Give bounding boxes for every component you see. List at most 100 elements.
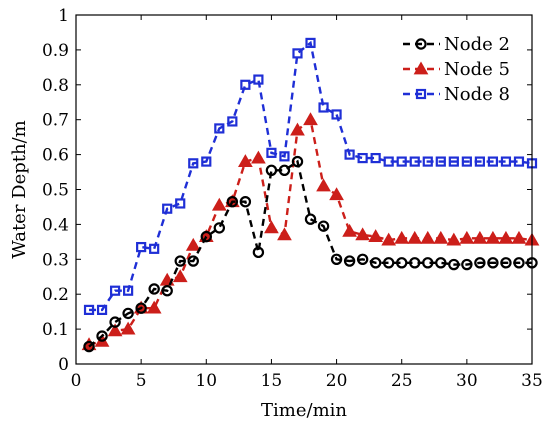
data-point [446, 232, 462, 246]
data-point [461, 156, 472, 167]
y-tick-label: 0.5 [42, 181, 69, 201]
data-point [304, 213, 317, 225]
data-point [383, 156, 394, 167]
data-point [329, 187, 344, 201]
data-point [394, 230, 410, 244]
data-point [96, 330, 108, 342]
data-point [240, 79, 251, 90]
data-point [122, 307, 134, 320]
data-point [459, 230, 475, 244]
data-point [318, 102, 329, 113]
data-point [172, 269, 188, 283]
data-point [120, 321, 136, 335]
data-point [200, 230, 212, 243]
series-line [89, 40, 533, 312]
legend-marker [415, 88, 427, 100]
x-tick-label: 20 [326, 371, 348, 391]
data-point [83, 304, 95, 316]
data-point [174, 255, 186, 267]
data-point [239, 196, 252, 208]
x-tick-label: 30 [456, 371, 478, 391]
data-point [407, 230, 423, 244]
x-tick-label: 25 [391, 371, 413, 391]
data-point [357, 152, 368, 164]
data-point [226, 196, 239, 208]
data-point [188, 158, 199, 169]
data-point [290, 122, 305, 136]
y-tick-label: 0.8 [42, 76, 69, 96]
data-point [409, 257, 421, 269]
y-tick-label: 0.9 [42, 41, 69, 61]
series-line [88, 159, 532, 348]
data-point [253, 74, 264, 85]
data-point [500, 257, 512, 269]
data-point [435, 156, 446, 167]
data-point [213, 222, 226, 234]
data-point [278, 164, 291, 177]
data-point [433, 230, 449, 244]
legend-marker [413, 61, 429, 75]
data-point [382, 257, 395, 269]
data-point [472, 230, 488, 244]
data-point [227, 116, 238, 127]
data-point [109, 285, 121, 296]
data-point [238, 154, 253, 167]
data-point [487, 156, 499, 167]
data-point [291, 155, 304, 168]
data-point [474, 257, 486, 269]
legend-label: Node 2 [444, 34, 510, 55]
data-point [185, 237, 201, 251]
data-point [343, 255, 356, 267]
legend-label: Node 8 [444, 84, 510, 105]
y-tick-label: 0.2 [42, 285, 69, 305]
legend: Node 2 Node 5 Node 8 [398, 24, 526, 108]
data-point [396, 257, 408, 269]
data-point [342, 223, 357, 237]
data-point [251, 150, 266, 164]
ticks-layer: 0 5 10 15 20 25 30 35 0 0.1 0.2 0.3 0.4 0.5 0.6 0.7 0.8 0… [42, 6, 543, 391]
data-point [252, 246, 265, 259]
data-point [409, 156, 420, 167]
series-node-8 [83, 37, 538, 316]
data-point [368, 229, 384, 242]
data-point [344, 149, 355, 160]
x-tick-label: 5 [136, 371, 147, 391]
data-point [123, 285, 134, 296]
data-point [175, 198, 186, 209]
legend-marker [415, 38, 427, 50]
data-point [474, 156, 485, 167]
data-point [331, 109, 342, 120]
data-point [292, 48, 303, 59]
data-point [485, 230, 501, 244]
data-point [279, 151, 290, 162]
y-tick-label: 0.3 [42, 250, 69, 270]
data-point [381, 232, 397, 246]
y-axis-label: Water Depth/m [9, 120, 30, 258]
y-tick-label: 0.6 [42, 146, 69, 166]
data-point [146, 300, 162, 314]
data-point [448, 258, 460, 271]
data-point [303, 112, 318, 126]
y-tick-label: 0.1 [42, 320, 69, 340]
data-point [513, 156, 525, 167]
y-tick-label: 0.7 [42, 111, 69, 131]
data-point [513, 257, 525, 269]
data-point [420, 230, 436, 244]
data-point [370, 152, 381, 164]
data-point [201, 156, 212, 167]
legend-item: Node 2 [403, 34, 510, 55]
data-point [500, 156, 512, 167]
data-point [136, 241, 147, 253]
series-node-5 [81, 112, 540, 351]
data-point [211, 197, 227, 211]
legend-label: Node 5 [444, 59, 510, 80]
x-axis-label: Time/min [261, 400, 347, 421]
series-layer [81, 37, 540, 353]
data-point [109, 316, 121, 328]
data-point [498, 230, 514, 244]
data-point [448, 156, 459, 167]
data-point [316, 178, 331, 192]
data-point [187, 255, 199, 267]
x-tick-label: 10 [195, 371, 217, 391]
